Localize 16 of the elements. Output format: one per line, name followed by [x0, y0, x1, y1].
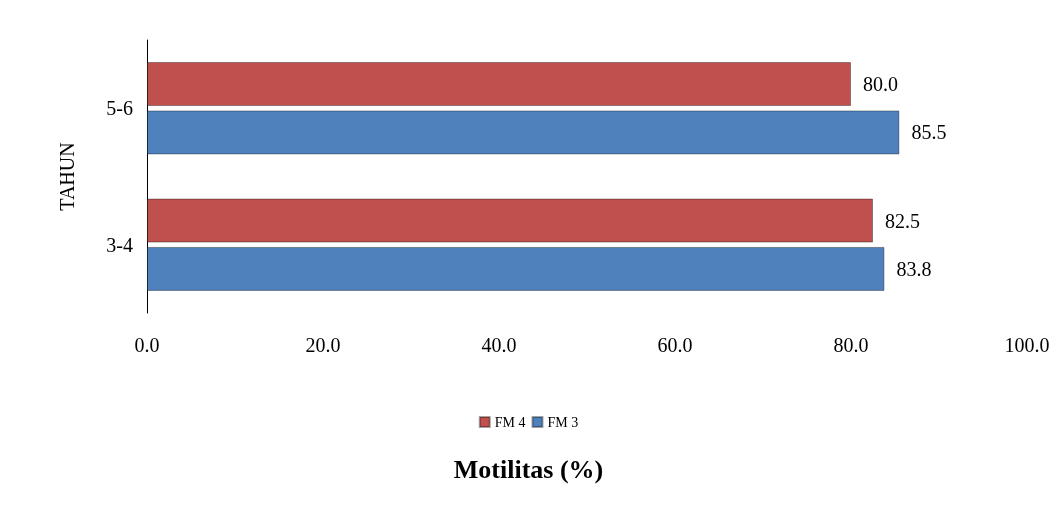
data-label: 80.0: [863, 73, 898, 96]
legend-label: FM 3: [547, 414, 579, 430]
y-axis-title: TAHUN: [56, 142, 78, 211]
y-tick-label: 3-4: [106, 233, 133, 256]
x-tick-label: 60.0: [657, 334, 693, 356]
legend-label: FM 4: [494, 414, 526, 430]
data-label: 83.8: [896, 257, 932, 280]
x-tick-label: 40.0: [481, 334, 517, 356]
data-label: 85.5: [911, 121, 947, 144]
x-tick-label: 0.0: [134, 334, 160, 356]
y-tick-label: 5-6: [106, 97, 133, 120]
data-label: 82.5: [885, 209, 920, 232]
x-tick-label: 100.0: [1004, 334, 1050, 356]
x-tick-label: 80.0: [833, 334, 869, 356]
x-tick-label: 20.0: [305, 334, 341, 356]
x-axis-title: Motilitas (%): [453, 454, 604, 484]
